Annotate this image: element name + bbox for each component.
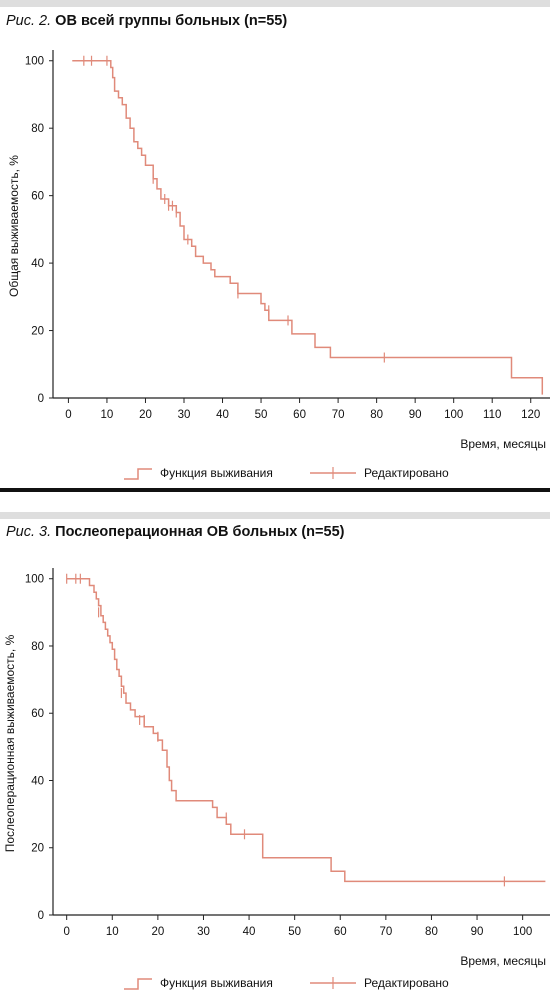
x-tick-label: 60: [293, 409, 306, 421]
x-tick-label: 50: [288, 926, 301, 938]
x-tick-label: 120: [521, 409, 540, 421]
figure-2-caption: Рис. 2. ОВ всей группы больных (n=55): [6, 13, 287, 29]
y-tick-label: 0: [38, 910, 44, 922]
y-tick-label: 40: [31, 258, 44, 270]
y-tick-label: 60: [31, 191, 44, 203]
figure-3-caption: Рис. 3. Послеоперационная ОВ больных (n=…: [6, 524, 344, 540]
x-tick-label: 10: [106, 926, 119, 938]
y-tick-label: 20: [31, 326, 44, 338]
y-tick-label: 40: [31, 775, 44, 787]
x-tick-label: 0: [63, 926, 69, 938]
x-tick-label: 80: [425, 926, 438, 938]
survival-curve: [72, 59, 544, 395]
x-tick-label: 10: [101, 409, 114, 421]
y-axis-label: Послеоперационная выживаемость, %: [3, 634, 17, 852]
x-tick-label: 70: [379, 926, 392, 938]
legend-survival-swatch: [124, 978, 152, 990]
x-tick-label: 30: [178, 409, 191, 421]
y-tick-label: 20: [31, 843, 44, 855]
x-tick-label: 20: [151, 926, 164, 938]
y-tick-label: 80: [31, 641, 44, 653]
x-tick-label: 50: [255, 409, 268, 421]
figure-2-caption-prefix: Рис. 2.: [6, 13, 52, 29]
x-axis-label: Время, месяцы: [460, 954, 546, 968]
x-tick-label: 100: [444, 409, 463, 421]
survival-curve: [66, 577, 546, 883]
x-tick-label: 80: [370, 409, 383, 421]
figure-2-top-rule: [0, 0, 550, 7]
figure-3-caption-title: Послеоперационная ОВ больных (n=55): [55, 524, 345, 540]
x-tick-label: 100: [513, 926, 532, 938]
y-axis-label: Общая выживаемость, %: [7, 155, 21, 297]
y-tick-label: 100: [25, 56, 44, 68]
x-tick-label: 70: [332, 409, 345, 421]
x-tick-label: 110: [483, 409, 501, 421]
x-tick-label: 20: [139, 409, 152, 421]
figure-2-caption-title: ОВ всей группы больных (n=55): [55, 13, 288, 29]
x-tick-label: 40: [216, 409, 229, 421]
figure-3-caption-prefix: Рис. 3.: [6, 524, 52, 540]
figure-3-top-rule: [0, 512, 550, 519]
y-tick-label: 80: [31, 123, 44, 135]
x-axis-label: Время, месяцы: [460, 437, 546, 451]
x-tick-label: 30: [197, 926, 210, 938]
legend-censored-label: Редактировано: [364, 976, 449, 990]
y-tick-label: 0: [38, 393, 44, 405]
x-tick-label: 90: [409, 409, 422, 421]
y-tick-label: 60: [31, 708, 44, 720]
figure-3-chart: 0 20 40 60 80 100 0 10 20 30 40 50 60 70 80 90 100 Время,…: [3, 568, 550, 990]
figure-2-chart: 0 20 40 60 80 100 0 10 20 30 40 50 60 70 80 90 100 110 120…: [7, 50, 550, 480]
x-tick-label: 40: [243, 926, 256, 938]
figure-2-bottom-rule: [0, 488, 550, 492]
x-tick-label: 0: [65, 409, 71, 421]
x-tick-label: 90: [471, 926, 484, 938]
y-tick-label: 100: [25, 574, 44, 586]
legend-survival-label: Функция выживания: [160, 466, 273, 480]
legend-censored-label: Редактировано: [364, 466, 449, 480]
legend-survival-swatch: [124, 468, 152, 480]
x-tick-label: 60: [334, 926, 347, 938]
legend-survival-label: Функция выживания: [160, 976, 273, 990]
